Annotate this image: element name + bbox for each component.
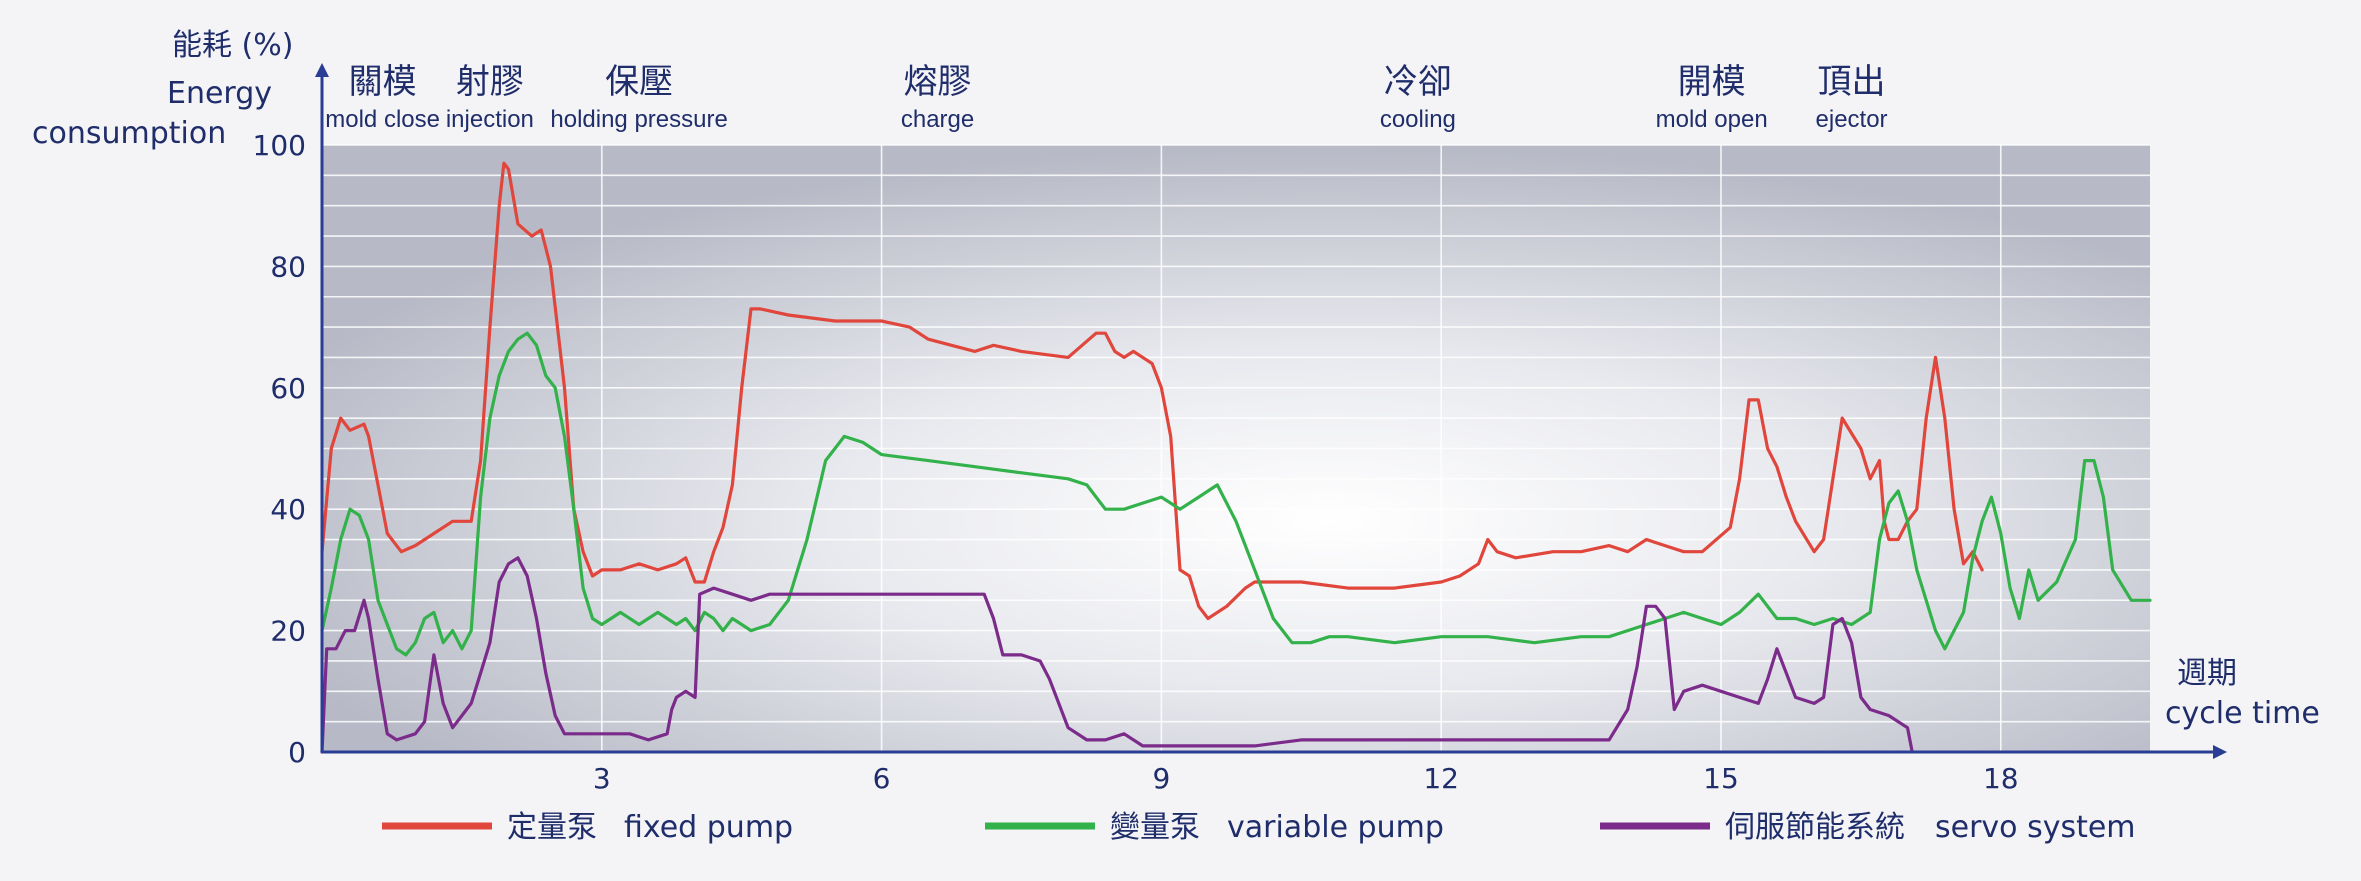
- x-tick-labels: 3 6 9 12 15 18: [593, 762, 2019, 795]
- x-axis-label-cn: 週期: [2177, 656, 2237, 691]
- x-tick-label: 15: [1703, 762, 1739, 795]
- phase-labels: 關模 mold close 射膠 injection 保壓 holding pressur…: [325, 62, 1887, 133]
- x-tick-label: 18: [1983, 762, 2019, 795]
- x-tick-label: 6: [873, 762, 891, 795]
- phase-label-cn: 射膠: [456, 62, 524, 102]
- x-tick-label: 12: [1423, 762, 1459, 795]
- series-line: [320, 161, 1984, 621]
- y-axis-label-cn: 能耗 (%): [172, 28, 293, 63]
- y-tick-label: 20: [270, 615, 306, 648]
- y-tick-label: 0: [288, 736, 306, 769]
- phase-label-en: holding pressure: [550, 106, 727, 133]
- phase-label-cn: 冷卻: [1384, 62, 1452, 102]
- y-tick-label: 60: [270, 372, 306, 405]
- grid-lines: [322, 144, 2150, 752]
- legend-label-en: variable pump: [1227, 810, 1444, 845]
- phase-label-en: mold open: [1656, 106, 1768, 133]
- y-tick-label: 40: [270, 493, 306, 526]
- phase-label-cn: 頂出: [1818, 62, 1886, 102]
- phase-label-en: injection: [446, 106, 534, 133]
- y-tick-labels: 0 20 40 60 80 100: [253, 129, 306, 769]
- legend-label-cn: 定量泵: [507, 810, 597, 845]
- legend-label-en: fixed pump: [624, 810, 793, 845]
- phase-label-cn: 關模: [349, 62, 417, 102]
- phase-label-en: ejector: [1816, 106, 1888, 133]
- phase-label-en: mold close: [325, 106, 440, 133]
- legend-label-en: servo system: [1935, 810, 2136, 845]
- y-axis-label-en-2: consumption: [32, 116, 226, 151]
- y-tick-label: 100: [253, 129, 306, 162]
- legend-label-cn: 伺服節能系統: [1725, 810, 1905, 845]
- legend: 定量泵 fixed pump 變量泵 variable pump 伺服節能系統 servo…: [382, 810, 2136, 845]
- x-tick-label: 9: [1152, 762, 1170, 795]
- legend-label-cn: 變量泵: [1110, 810, 1200, 845]
- series-line: [320, 331, 2152, 657]
- phase-label-en: charge: [901, 106, 974, 133]
- x-tick-label: 3: [593, 762, 611, 795]
- x-axis-label-en: cycle time: [2165, 696, 2320, 731]
- series-layer: [320, 161, 2152, 754]
- phase-label-en: cooling: [1380, 106, 1456, 133]
- y-tick-label: 80: [270, 250, 306, 283]
- phase-label-cn: 開模: [1678, 62, 1746, 102]
- phase-label-cn: 熔膠: [904, 62, 972, 102]
- series-line: [320, 556, 1914, 754]
- phase-label-cn: 保壓: [605, 62, 673, 102]
- y-axis-label-en-1: Energy: [167, 76, 272, 111]
